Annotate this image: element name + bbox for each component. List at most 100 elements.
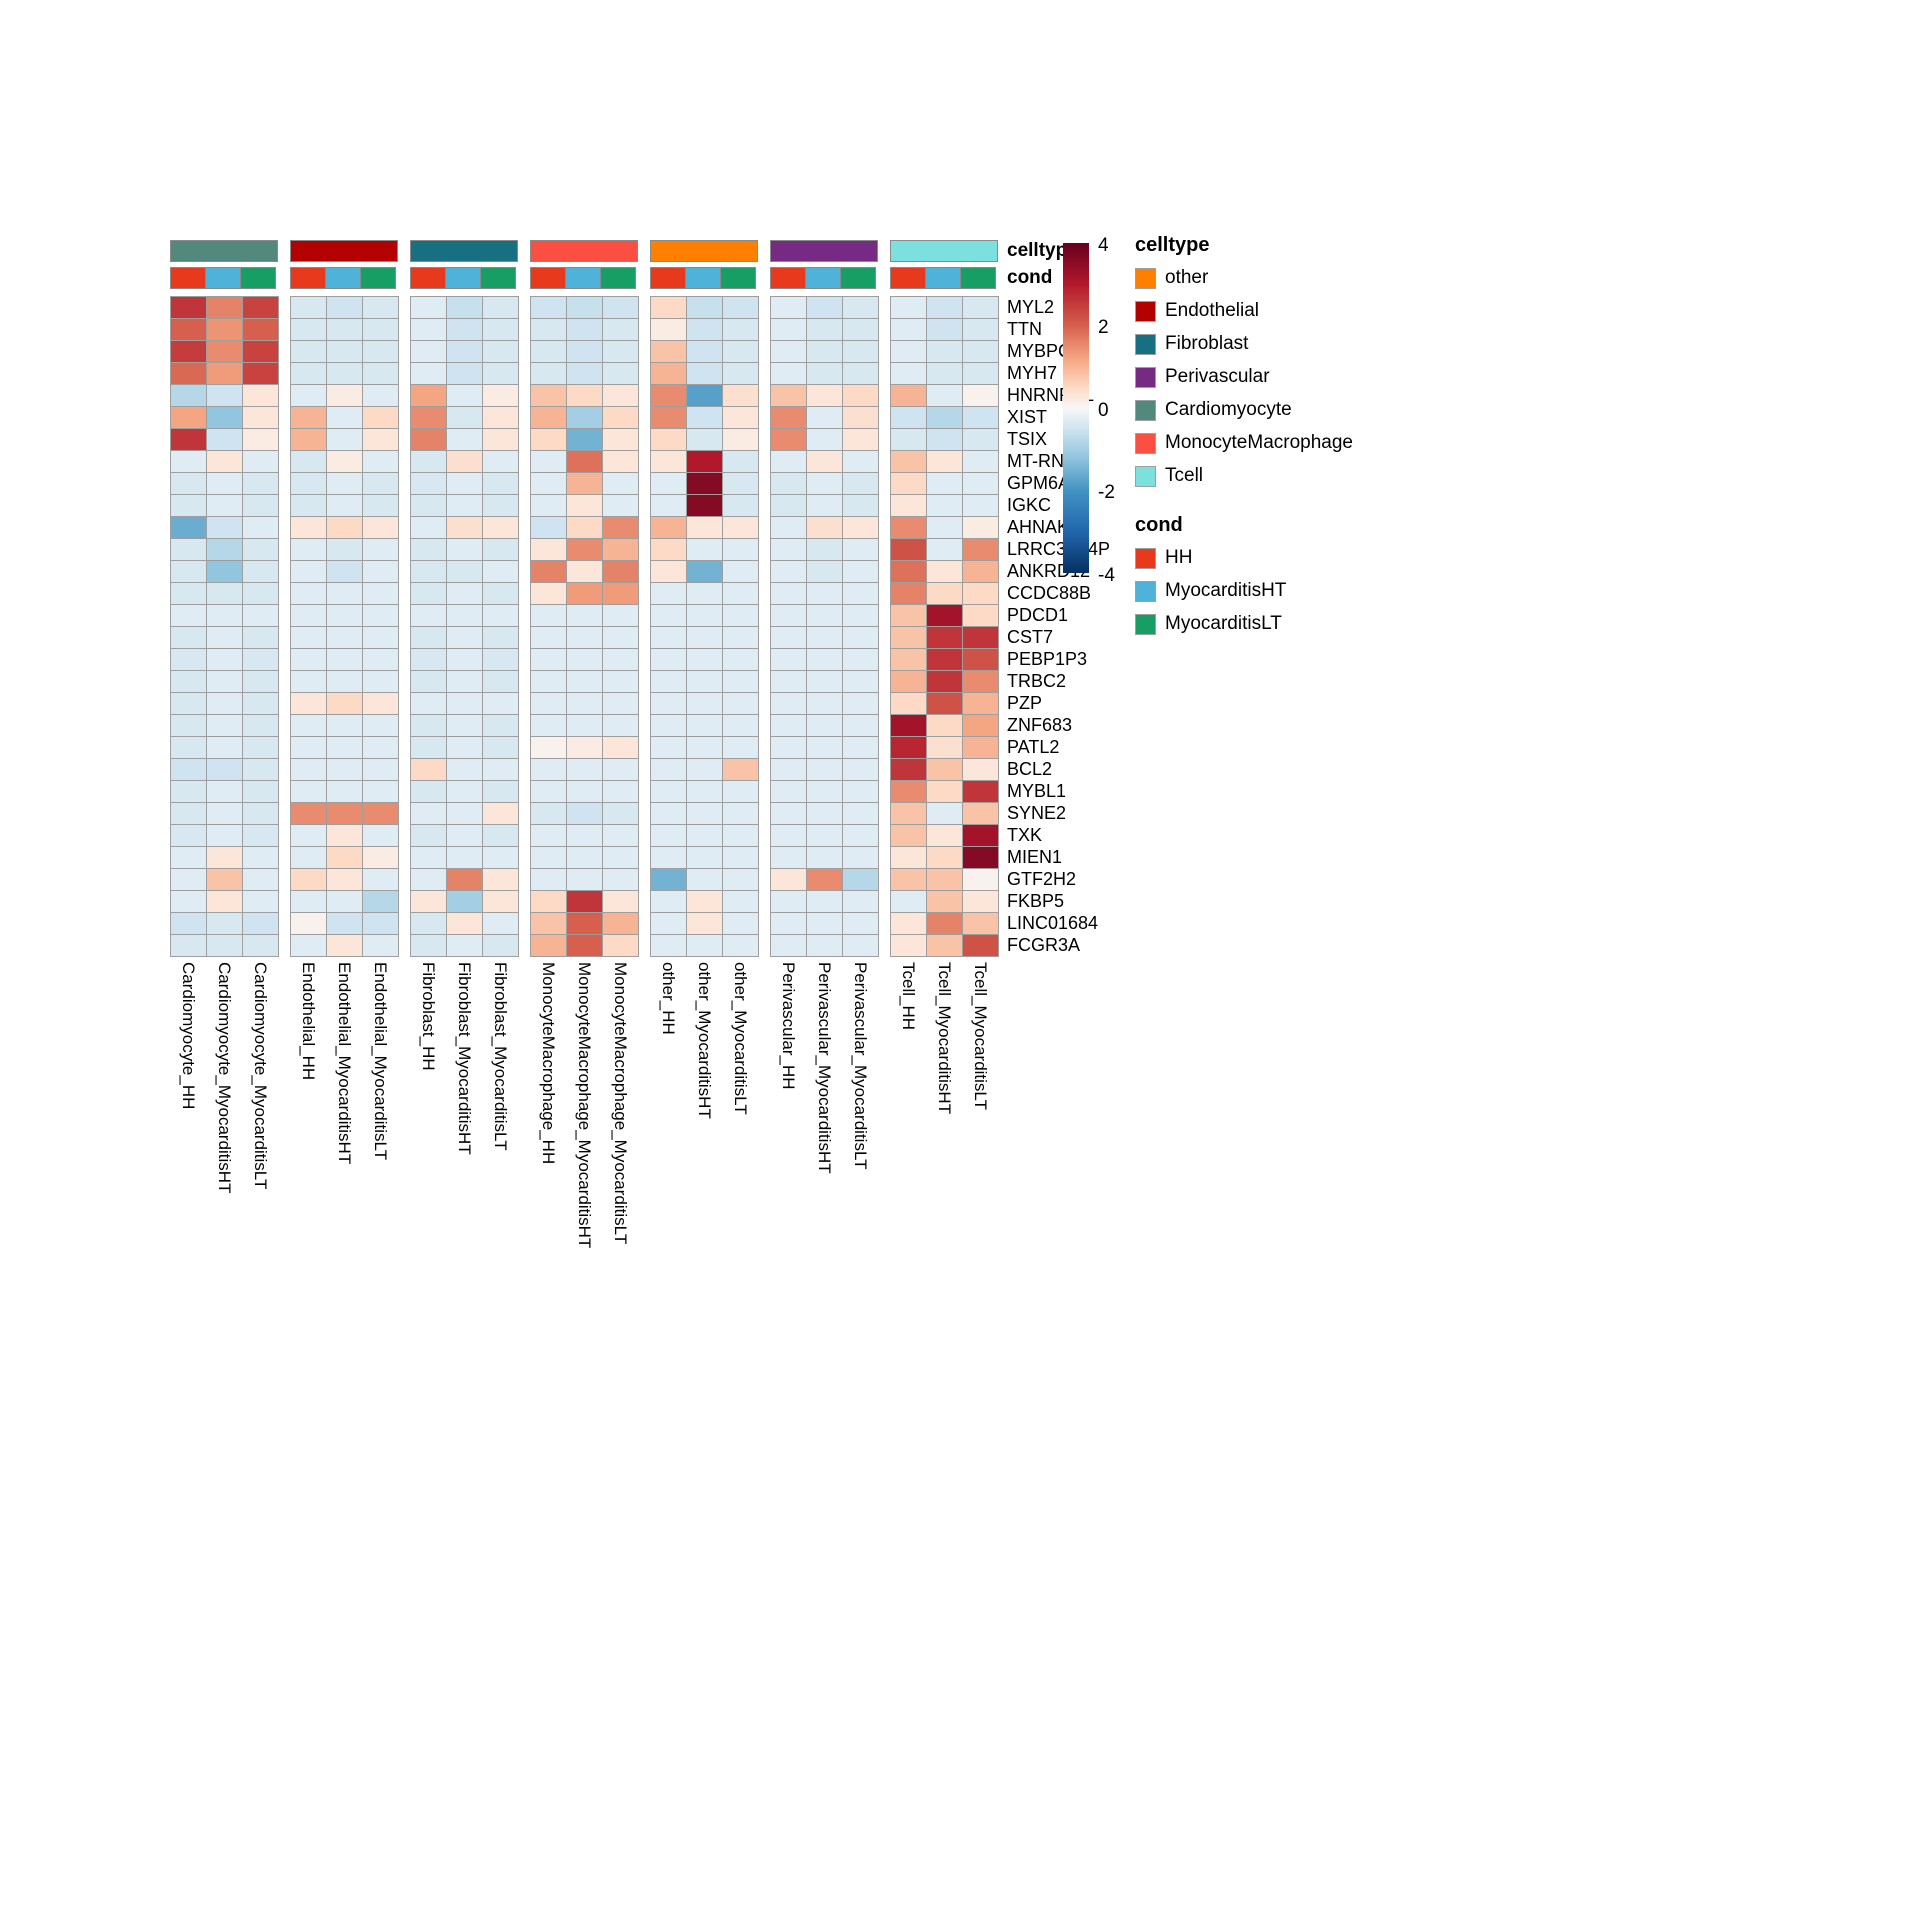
heatmap-cell: [962, 912, 999, 935]
heatmap-cell: [290, 912, 327, 935]
heatmap-cell: [410, 890, 447, 913]
heatmap-cell: [410, 736, 447, 759]
heatmap-cell: [650, 868, 687, 891]
heatmap-cell: [926, 340, 963, 363]
heatmap-cell: [686, 846, 723, 869]
heatmap-cell: [446, 890, 483, 913]
heatmap-cell: [290, 582, 327, 605]
heatmap-cell: [242, 450, 279, 473]
heatmap-cell: [890, 846, 927, 869]
heatmap-cell: [482, 934, 519, 957]
cond-row-label: cond: [1007, 267, 1053, 288]
heatmap-cell: [410, 604, 447, 627]
heatmap-cell: [566, 648, 603, 671]
heatmap-cell: [566, 362, 603, 385]
heatmap-cell: [962, 868, 999, 891]
gene-label-IGKC: IGKC: [1007, 495, 1052, 515]
heatmap-cell: [362, 890, 399, 913]
celltype-annotation-Tcell: [890, 240, 998, 262]
heatmap-cell: [242, 516, 279, 539]
heatmap-cell: [206, 758, 243, 781]
heatmap-cell: [962, 692, 999, 715]
column-label: MonocyteMacrophage_MyocarditisLT: [611, 962, 630, 1245]
heatmap-cell: [890, 318, 927, 341]
colorbar-tick: -4: [1098, 565, 1115, 586]
heatmap-cell: [410, 384, 447, 407]
heatmap-cell: [482, 802, 519, 825]
heatmap-cell: [842, 824, 879, 847]
heatmap-cell: [650, 670, 687, 693]
legend-item-Endothelial: Endothelial: [1135, 300, 1495, 322]
heatmap-cell: [446, 296, 483, 319]
heatmap-cell: [362, 626, 399, 649]
heatmap-cell: [482, 472, 519, 495]
heatmap-cell: [722, 472, 759, 495]
heatmap-cell: [806, 714, 843, 737]
heatmap-cell: [650, 824, 687, 847]
heatmap-cell: [890, 384, 927, 407]
heatmap-cell: [170, 362, 207, 385]
cond-annotation-MyocarditisLT: [480, 267, 516, 289]
heatmap-cell: [410, 648, 447, 671]
heatmap-cell: [170, 890, 207, 913]
heatmap-cell: [446, 846, 483, 869]
gene-label-FKBP5: FKBP5: [1007, 891, 1065, 911]
heatmap-cell: [362, 362, 399, 385]
heatmap-cell: [926, 846, 963, 869]
heatmap-cell: [482, 648, 519, 671]
heatmap-cell: [362, 582, 399, 605]
heatmap-cell: [806, 560, 843, 583]
heatmap-cell: [566, 582, 603, 605]
legend-swatch: [1135, 333, 1156, 355]
heatmap-cell: [362, 692, 399, 715]
heatmap-cell: [410, 318, 447, 341]
heatmap-cell: [446, 736, 483, 759]
heatmap-cell: [890, 670, 927, 693]
heatmap-cell: [326, 846, 363, 869]
heatmap-cell: [926, 296, 963, 319]
heatmap-cell: [926, 934, 963, 957]
heatmap-cell: [170, 450, 207, 473]
column-label: Fibroblast_HH: [419, 962, 438, 1071]
gene-label-MYH7: MYH7: [1007, 363, 1058, 383]
heatmap-cell: [530, 494, 567, 517]
heatmap-cell: [806, 516, 843, 539]
heatmap-cell: [842, 362, 879, 385]
heatmap-cell: [482, 846, 519, 869]
heatmap-cell: [446, 912, 483, 935]
heatmap-cell: [602, 890, 639, 913]
heatmap-cell: [650, 648, 687, 671]
heatmap-cell: [170, 758, 207, 781]
column-label: other_HH: [659, 962, 678, 1035]
heatmap-cell: [686, 472, 723, 495]
heatmap-cell: [842, 582, 879, 605]
legend-label: Perivascular: [1165, 366, 1270, 387]
heatmap-cell: [806, 670, 843, 693]
heatmap-cell: [962, 472, 999, 495]
heatmap-cell: [530, 648, 567, 671]
heatmap-cell: [890, 780, 927, 803]
cond-annotation-HH: [290, 267, 326, 289]
heatmap-cell: [362, 846, 399, 869]
column-label: Cardiomyocyte_MyocarditisHT: [215, 962, 234, 1194]
heatmap-cell: [326, 802, 363, 825]
heatmap-cell: [170, 604, 207, 627]
heatmap-cell: [566, 494, 603, 517]
heatmap-cell: [890, 560, 927, 583]
heatmap-cell: [806, 780, 843, 803]
gene-label-XIST: XIST: [1007, 407, 1048, 427]
heatmap-cell: [482, 890, 519, 913]
heatmap-cell: [806, 406, 843, 429]
heatmap-cell: [602, 494, 639, 517]
heatmap-cell: [206, 494, 243, 517]
heatmap-cell: [842, 450, 879, 473]
heatmap-cell: [362, 758, 399, 781]
heatmap-cell: [686, 296, 723, 319]
heatmap-cell: [722, 384, 759, 407]
heatmap-cell: [926, 384, 963, 407]
heatmap-cell: [602, 626, 639, 649]
heatmap-cell: [926, 868, 963, 891]
heatmap-cell: [842, 714, 879, 737]
heatmap-cell: [722, 890, 759, 913]
heatmap-cell: [962, 296, 999, 319]
